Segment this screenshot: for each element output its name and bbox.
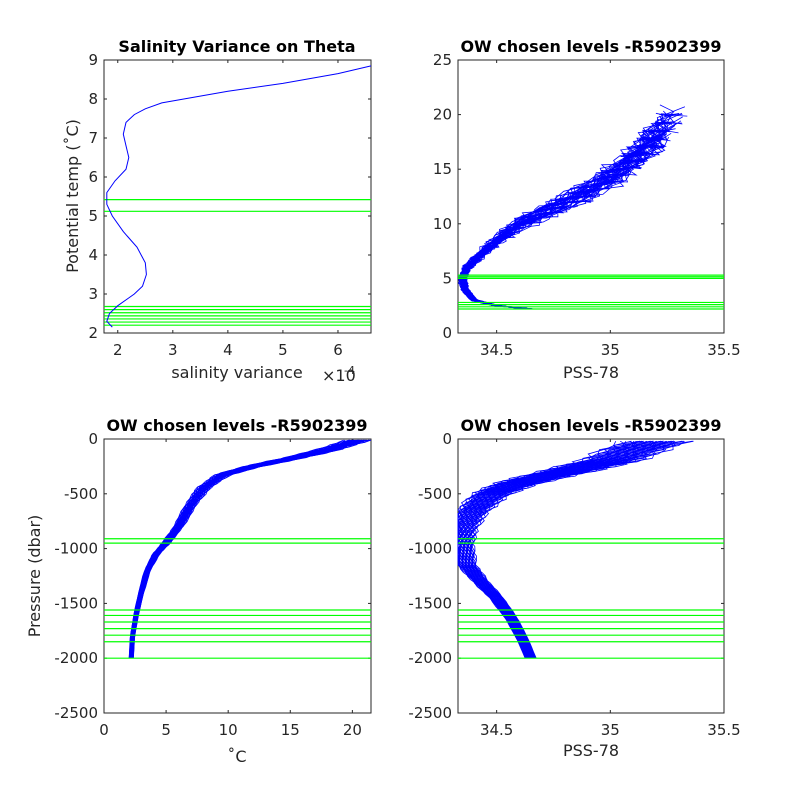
theta-salinity-panel: OW chosen levels -R5902399 PSS-78 34.5 35… — [433, 37, 741, 382]
profile-line — [460, 112, 683, 310]
chosen-levels — [458, 538, 724, 659]
panel-title: OW chosen levels -R5902399 — [106, 416, 367, 435]
x-tick-label: 20 — [343, 721, 362, 739]
axis-ticks: 34.5 35 35.5 0 -500 -1000 -1500 -2000 -2500 — [408, 430, 740, 739]
panel-title: Salinity Variance on Theta — [118, 37, 355, 56]
y-tick-label: -2000 — [408, 649, 452, 667]
profile-line — [467, 440, 674, 659]
pressure-temperature-panel: OW chosen levels -R5902399 ˚C Pressure (… — [25, 416, 372, 766]
x-tick-label: 15 — [281, 721, 300, 739]
x-exponent-power: -4 — [344, 364, 355, 377]
x-tick-label: 4 — [223, 341, 233, 359]
profile-line — [469, 440, 693, 659]
profile-line — [133, 439, 372, 659]
y-tick-label: -2500 — [54, 704, 98, 722]
salinity-variance-panel: Salinity Variance on Theta salinity vari… — [63, 37, 372, 385]
x-tick-label: 34.5 — [480, 341, 513, 359]
y-tick-label: -500 — [418, 485, 452, 503]
x-tick-label: 35.5 — [707, 721, 740, 739]
axis-ticks: 2 3 4 5 6 2 3 4 5 6 7 8 9 — [88, 51, 371, 359]
x-tick-label: 35.5 — [707, 341, 740, 359]
y-tick-label: -1500 — [54, 594, 98, 612]
y-tick-label: 9 — [88, 51, 98, 69]
y-axis-label: Pressure (dbar) — [25, 515, 44, 638]
y-tick-label: -1000 — [408, 540, 452, 558]
y-tick-label: 6 — [88, 168, 98, 186]
chosen-levels — [458, 274, 724, 310]
profiles — [128, 439, 372, 659]
y-tick-label: 0 — [442, 430, 452, 448]
y-tick-label: -1500 — [408, 594, 452, 612]
x-tick-label: 35 — [601, 721, 620, 739]
y-tick-label: -2500 — [408, 704, 452, 722]
x-axis-label: salinity variance — [171, 363, 302, 382]
y-tick-label: 3 — [88, 285, 98, 303]
y-tick-label: 20 — [433, 106, 452, 124]
y-tick-label: -2000 — [54, 649, 98, 667]
y-tick-label: 5 — [442, 269, 452, 287]
y-tick-label: 10 — [433, 215, 452, 233]
x-axis-label: PSS-78 — [563, 741, 619, 760]
x-tick-label: 35 — [601, 341, 620, 359]
y-tick-label: 4 — [88, 246, 98, 264]
x-tick-label: 5 — [278, 341, 288, 359]
y-tick-label: 25 — [433, 51, 452, 69]
panel-title: OW chosen levels -R5902399 — [460, 416, 721, 435]
x-tick-label: 0 — [99, 721, 109, 739]
y-tick-label: -500 — [64, 485, 98, 503]
y-tick-label: 8 — [88, 90, 98, 108]
x-axis-label: ˚C — [227, 747, 246, 766]
y-tick-label: 0 — [442, 324, 452, 342]
x-tick-label: 34.5 — [480, 721, 513, 739]
y-tick-label: 2 — [88, 324, 98, 342]
panel-title: OW chosen levels -R5902399 — [460, 37, 721, 56]
variance-curve — [106, 65, 372, 328]
y-tick-label: 15 — [433, 160, 452, 178]
plot-frame — [103, 59, 372, 334]
y-axis-label: Potential temp (˚C) — [63, 119, 82, 273]
x-tick-label: 3 — [168, 341, 178, 359]
x-tick-label: 10 — [219, 721, 238, 739]
x-tick-label: 5 — [161, 721, 171, 739]
y-tick-label: 7 — [88, 129, 98, 147]
profiles — [457, 440, 694, 659]
plot-frame — [457, 438, 725, 714]
chosen-levels — [104, 199, 371, 326]
x-tick-label: 6 — [333, 341, 343, 359]
axis-ticks: 0 5 10 15 20 0 -500 -1000 -1500 -2000 -2500 — [54, 430, 371, 739]
y-tick-label: -1000 — [54, 540, 98, 558]
y-tick-label: 5 — [88, 207, 98, 225]
variance-line — [106, 65, 372, 328]
profile-line — [460, 113, 688, 310]
chosen-levels — [104, 538, 371, 659]
axis-ticks: 34.5 35 35.5 0 5 10 15 20 25 — [433, 51, 741, 359]
profiles — [458, 104, 688, 310]
x-axis-label: PSS-78 — [563, 363, 619, 382]
pressure-salinity-panel: OW chosen levels -R5902399 PSS-78 34.5 35… — [408, 416, 740, 760]
y-tick-label: 0 — [88, 430, 98, 448]
x-tick-label: 2 — [113, 341, 123, 359]
x-exponent-label: ×10 — [322, 366, 356, 385]
profile-line — [459, 104, 675, 310]
